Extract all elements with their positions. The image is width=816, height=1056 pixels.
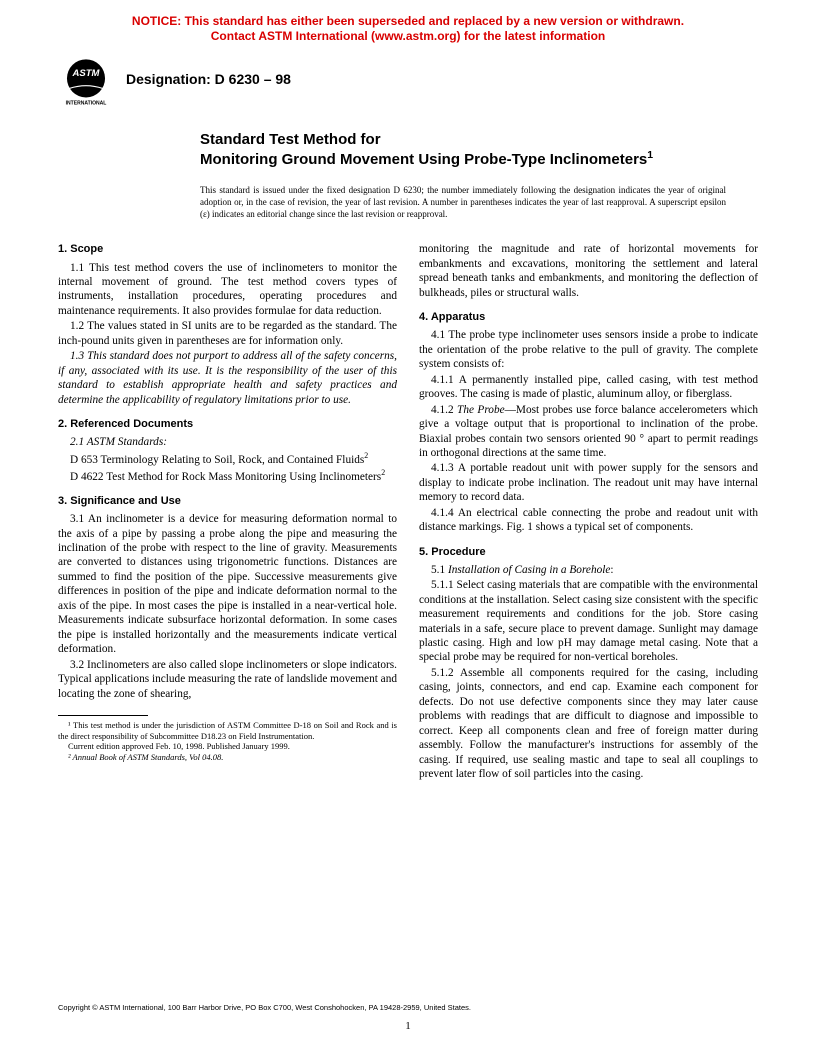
scope-head: 1. Scope — [58, 242, 397, 256]
sig-head: 3. Significance and Use — [58, 494, 397, 508]
ref-2-text: D 4622 Test Method for Rock Mass Monitor… — [70, 471, 381, 483]
scope-p2: 1.2 The values stated in SI units are to… — [58, 319, 397, 348]
right-column: monitoring the magnitude and rate of hor… — [419, 242, 758, 782]
astm-logo-icon: ASTM INTERNATIONAL — [58, 56, 114, 112]
page-number: 1 — [0, 1020, 816, 1032]
issuance-note: This standard is issued under the fixed … — [0, 175, 816, 220]
footnote-2: ² Annual Book of ASTM Standards, Vol 04.… — [58, 752, 397, 763]
procedure-p1: 5.1 Installation of Casing in a Borehole… — [419, 563, 758, 577]
apparatus-p1: 4.1 The probe type inclinometer uses sen… — [419, 328, 758, 371]
apparatus-p3-num: 4.1.2 — [431, 404, 457, 416]
notice-line1: NOTICE: This standard has either been su… — [132, 14, 684, 28]
scope-p1: 1.1 This test method covers the use of i… — [58, 261, 397, 319]
copyright: Copyright © ASTM International, 100 Barr… — [58, 1003, 758, 1012]
header: ASTM INTERNATIONAL Designation: D 6230 –… — [0, 48, 816, 112]
refs-head: 2. Referenced Documents — [58, 417, 397, 431]
apparatus-p5: 4.1.4 An electrical cable connecting the… — [419, 506, 758, 535]
ref-item-2: D 4622 Test Method for Rock Mass Monitor… — [58, 468, 397, 484]
refs-lead-text: 2.1 ASTM Standards: — [70, 436, 167, 448]
sig-p1: 3.1 An inclinometer is a device for meas… — [58, 512, 397, 657]
title-block: Standard Test Method for Monitoring Grou… — [0, 112, 816, 175]
notice-banner: NOTICE: This standard has either been su… — [0, 0, 816, 48]
title-main: Monitoring Ground Movement Using Probe-T… — [200, 149, 726, 169]
footnote-2-text: ² Annual Book of ASTM Standards, Vol 04.… — [68, 752, 223, 762]
ref-1-sup: 2 — [364, 451, 368, 460]
svg-text:ASTM: ASTM — [72, 68, 101, 79]
procedure-p3: 5.1.2 Assemble all components required f… — [419, 666, 758, 782]
body-columns: 1. Scope 1.1 This test method covers the… — [0, 220, 816, 782]
apparatus-head: 4. Apparatus — [419, 310, 758, 324]
title-main-text: Monitoring Ground Movement Using Probe-T… — [200, 151, 647, 168]
designation: Designation: D 6230 – 98 — [126, 71, 291, 97]
left-column: 1. Scope 1.1 This test method covers the… — [58, 242, 397, 782]
procedure-p1-num: 5.1 — [431, 564, 448, 576]
sig-p2a: 3.2 Inclinometers are also called slope … — [58, 658, 397, 701]
footnote-rule — [58, 715, 148, 716]
ref-2-sup: 2 — [381, 468, 385, 477]
procedure-p1-ital: Installation of Casing in a Borehole — [448, 564, 610, 576]
title-superscript: 1 — [647, 149, 653, 161]
refs-lead: 2.1 ASTM Standards: — [58, 435, 397, 449]
svg-text:INTERNATIONAL: INTERNATIONAL — [66, 101, 107, 107]
footnote-1b: Current edition approved Feb. 10, 1998. … — [58, 741, 397, 752]
ref-item-1: D 653 Terminology Relating to Soil, Rock… — [58, 451, 397, 467]
apparatus-p3-ital: The Probe — [457, 404, 505, 416]
procedure-p1-rest: : — [610, 564, 613, 576]
sig-p2b: monitoring the magnitude and rate of hor… — [419, 242, 758, 300]
notice-line2: Contact ASTM International (www.astm.org… — [211, 29, 605, 43]
apparatus-p4: 4.1.3 A portable readout unit with power… — [419, 461, 758, 504]
procedure-p2: 5.1.1 Select casing materials that are c… — [419, 578, 758, 665]
apparatus-p3: 4.1.2 The Probe—Most probes use force ba… — [419, 403, 758, 461]
footnote-1: ¹ This test method is under the jurisdic… — [58, 720, 397, 741]
ref-1-text: D 653 Terminology Relating to Soil, Rock… — [70, 453, 364, 465]
scope-p3: 1.3 This standard does not purport to ad… — [58, 349, 397, 407]
apparatus-p2: 4.1.1 A permanently installed pipe, call… — [419, 373, 758, 402]
procedure-head: 5. Procedure — [419, 545, 758, 559]
title-lead: Standard Test Method for — [200, 130, 726, 149]
